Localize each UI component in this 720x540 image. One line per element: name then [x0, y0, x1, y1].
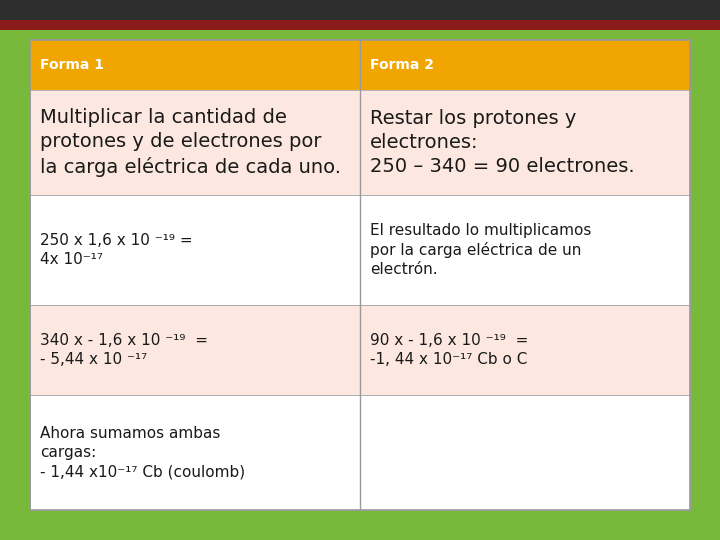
Text: Forma 2: Forma 2 [370, 58, 434, 72]
Text: 90 x - 1,6 x 10 ⁻¹⁹  =
-1, 44 x 10⁻¹⁷ Cb o C: 90 x - 1,6 x 10 ⁻¹⁹ = -1, 44 x 10⁻¹⁷ Cb … [370, 333, 528, 367]
Text: El resultado lo multiplicamos
por la carga eléctrica de un
electrón.: El resultado lo multiplicamos por la car… [370, 222, 591, 278]
Text: Ahora sumamos ambas
cargas:
- 1,44 x10⁻¹⁷ Cb (coulomb): Ahora sumamos ambas cargas: - 1,44 x10⁻¹… [40, 426, 245, 479]
Text: 340 x - 1,6 x 10 ⁻¹⁹  =
- 5,44 x 10 ⁻¹⁷: 340 x - 1,6 x 10 ⁻¹⁹ = - 5,44 x 10 ⁻¹⁷ [40, 333, 208, 367]
Text: Multiplicar la cantidad de
protones y de electrones por
la carga eléctrica de ca: Multiplicar la cantidad de protones y de… [40, 108, 341, 177]
Text: Restar los protones y
electrones:
250 – 340 = 90 electrones.: Restar los protones y electrones: 250 – … [370, 109, 634, 176]
Text: 250 x 1,6 x 10 ⁻¹⁹ =
4x 10⁻¹⁷: 250 x 1,6 x 10 ⁻¹⁹ = 4x 10⁻¹⁷ [40, 233, 193, 267]
Text: Forma 1: Forma 1 [40, 58, 104, 72]
